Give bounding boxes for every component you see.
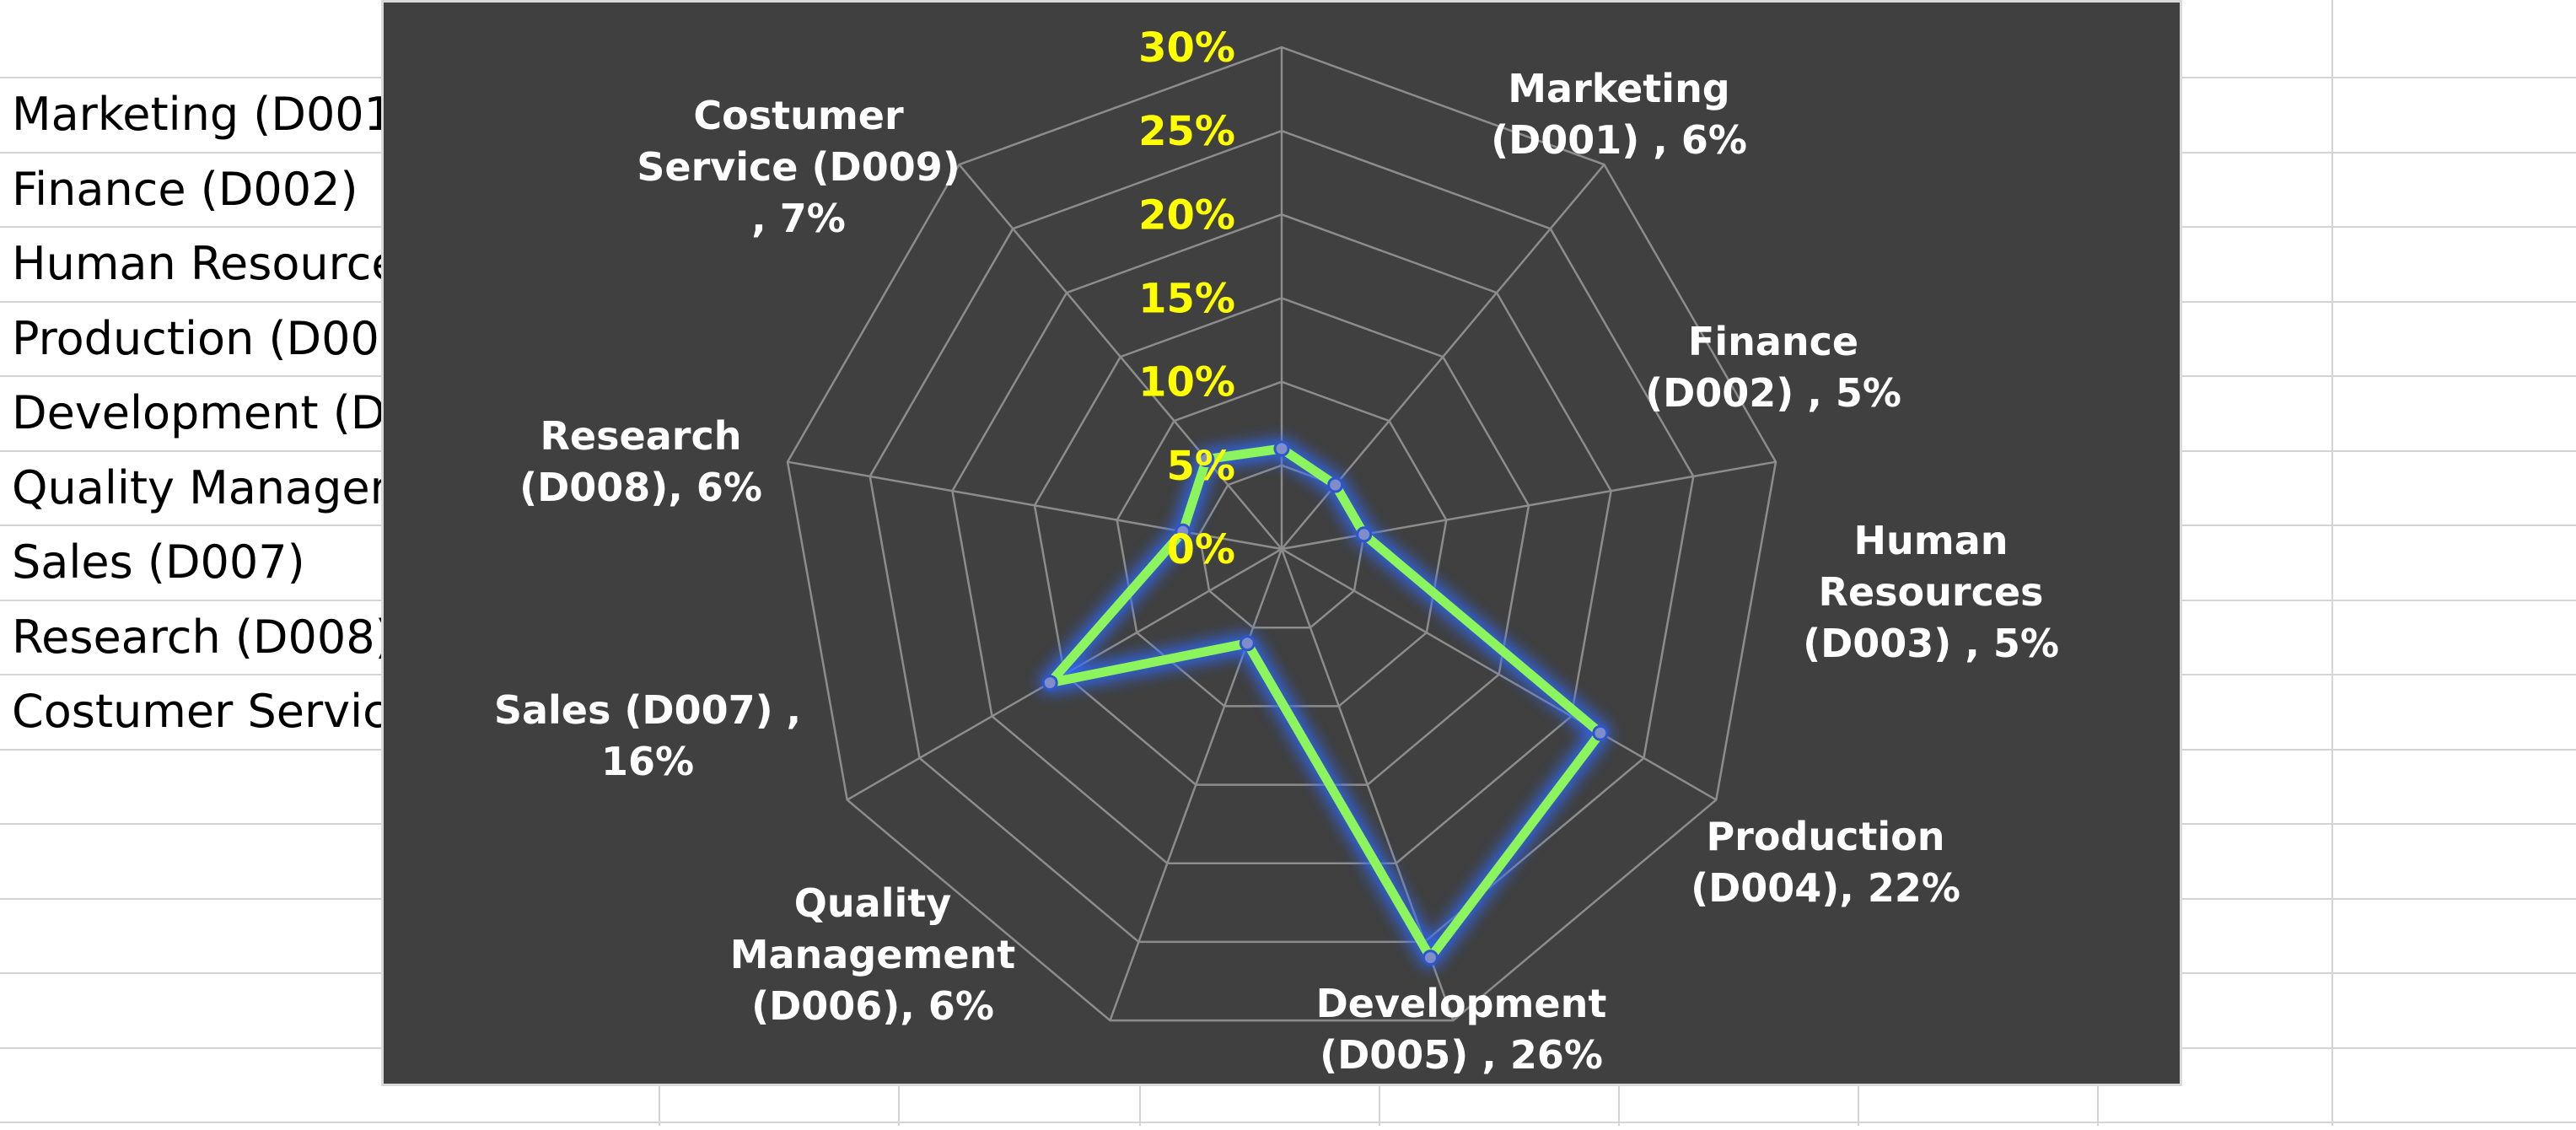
category-label-line: Resources [1819,569,2044,615]
category-label-line: (D006), 6% [751,983,994,1029]
category-label-line: (D001) , 6% [1491,117,1747,163]
radar-series [1040,439,1611,968]
category-label: Quality Management (D006), 6% [730,880,1016,1029]
category-label-line: Costumer [693,93,904,138]
series-point[interactable] [1356,526,1373,543]
sheet-cell-text: Finance (D002) [12,163,358,216]
sheet-cell-text: Sales (D007) [12,535,305,589]
series-point[interactable] [1592,724,1609,741]
series-point[interactable] [1422,950,1439,966]
tick-label: 30% [1138,24,1235,72]
radar-tick-labels: 0% 5% 10% 15% 20% 25% 30% [1138,24,1235,573]
series-point[interactable] [1239,635,1256,652]
radar-grid-ring [869,129,1695,944]
category-label-line: (D003) , 5% [1803,621,2059,666]
tick-label: 0% [1167,526,1236,573]
category-label-line: Human [1854,518,2009,563]
category-label-line: (D005) , 26% [1320,1032,1603,1078]
radar-spoke [1281,547,1717,801]
tick-label: 25% [1138,108,1235,155]
series-line [1045,444,1605,963]
category-label: Human Resources (D003) , 5% [1803,518,2059,666]
series-point[interactable] [1041,675,1058,691]
radar-chart: 0% 5% 10% 15% 20% 25% 30% Marketing (D001) , 6%… [494,24,2059,1078]
series-point[interactable] [1273,440,1290,457]
sheet-cell-text: Production (D004) [12,312,427,365]
category-label-line: Sales (D007) , [494,687,801,733]
tick-label: 5% [1167,443,1236,490]
radar-spoke [958,164,1283,550]
category-label-line: (D002) , 5% [1645,370,1901,416]
series-glow [1040,439,1611,968]
category-label-line: Management [730,932,1016,977]
series-point[interactable] [1327,476,1344,493]
category-label: Research (D008), 6% [519,413,762,510]
category-label-line: 16% [601,739,694,784]
sheet-cell-text: Research (D008) [12,611,393,664]
radar-grid-ring [1033,297,1530,786]
radar-category-labels: Marketing (D001) , 6% Finance (D002) , 5% Hu… [494,66,2059,1078]
tick-label: 15% [1138,276,1235,323]
category-label-line: Finance [1688,319,1858,364]
radar-spoke [1109,548,1283,1021]
category-label-line: Development [1316,981,1607,1026]
tick-label: 10% [1138,359,1235,406]
category-label: Production (D004), 22% [1691,814,1960,911]
category-label-line: Marketing [1508,66,1730,111]
category-label-line: Research [540,413,742,459]
radar-spokes [787,47,1777,1021]
sheet-cell-text: Marketing (D001) [12,88,411,141]
series-point[interactable] [1198,451,1215,468]
radar-grid-ring [786,46,1777,1022]
category-label-line: Quality [794,880,951,926]
radar-spoke [787,460,1283,551]
radar-grid-ring [951,213,1612,864]
category-label-line: , 7% [751,196,846,241]
category-label-line: (D008), 6% [519,465,762,510]
category-label: Marketing (D001) , 6% [1491,66,1747,163]
radar-web-grid [786,46,1777,1022]
series-point[interactable] [1175,523,1191,540]
category-label: Finance (D002) , 5% [1645,319,1901,416]
category-label-line: Service (D009) [637,144,960,190]
category-label-line: (D004), 22% [1691,865,1960,911]
radar-chart-panel[interactable]: 0% 5% 10% 15% 20% 25% 30% Marketing (D001) , 6%… [381,0,2182,1086]
category-label: Development (D005) , 26% [1316,981,1607,1078]
category-label-line: Production [1706,814,1944,859]
tick-label: 20% [1138,191,1235,239]
category-label: Costumer Service (D009) , 7% [637,93,960,241]
category-label: Sales (D007) , 16% [494,687,801,784]
